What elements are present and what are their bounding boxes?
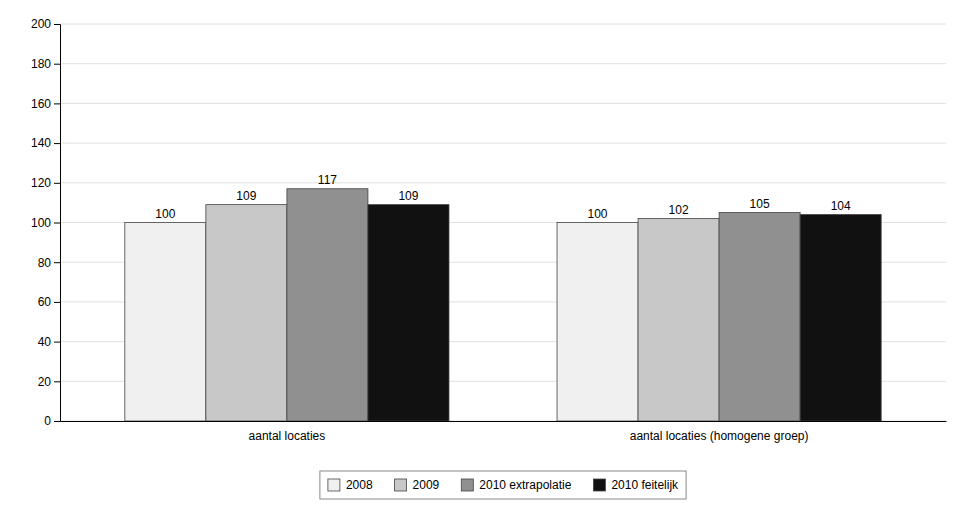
tick-label: 200 xyxy=(31,17,51,31)
tick-mark xyxy=(54,381,60,382)
grid xyxy=(60,24,946,421)
tick-mark xyxy=(54,342,60,343)
bars xyxy=(125,189,881,421)
bar xyxy=(638,219,719,421)
tick: 20 xyxy=(38,375,60,389)
tick-label: 160 xyxy=(31,97,51,111)
data-label: 104 xyxy=(831,199,851,213)
bar xyxy=(206,205,287,421)
axis-line xyxy=(54,25,61,422)
tick: 40 xyxy=(38,335,60,349)
legend-swatch xyxy=(328,479,340,491)
bar xyxy=(719,213,800,421)
x-axis: aantal locaties aantal locaties (homogene… xyxy=(61,422,947,443)
tick-label: 20 xyxy=(38,375,52,389)
grid-line xyxy=(60,182,946,183)
legend: 2008 2009 2010 extrapolatie 2010 feitelijk xyxy=(320,471,686,499)
tick-label: 60 xyxy=(38,295,52,309)
tick-mark xyxy=(54,223,60,224)
data-labels: 100 100 109 102 117 105 109 104 xyxy=(155,173,851,221)
tick: 160 xyxy=(31,97,60,111)
tick-label: 100 xyxy=(31,216,51,230)
legend-swatch xyxy=(395,479,407,491)
bar xyxy=(800,215,881,421)
data-label: 109 xyxy=(236,189,256,203)
data-label: 105 xyxy=(750,197,770,211)
tick-label: aantal locaties xyxy=(249,429,326,443)
tick: 120 xyxy=(31,176,60,190)
tick-label: 0 xyxy=(44,414,51,428)
bar xyxy=(368,205,449,421)
legend-swatch xyxy=(461,479,473,491)
legend-swatch xyxy=(593,479,605,491)
legend-label: 2009 xyxy=(413,478,440,492)
tick-label: aantal locaties (homogene groep) xyxy=(630,429,809,443)
tick-mark xyxy=(54,143,60,144)
data-label: 102 xyxy=(669,203,689,217)
grid-line xyxy=(60,24,946,25)
tick: 140 xyxy=(31,136,60,150)
tick-label: 140 xyxy=(31,136,51,150)
data-label: 100 xyxy=(155,207,175,221)
tick-label: 120 xyxy=(31,176,51,190)
tick: 80 xyxy=(38,256,60,270)
bar xyxy=(557,223,638,422)
bar xyxy=(287,189,368,421)
tick: 180 xyxy=(31,57,60,71)
grid-line xyxy=(60,143,946,144)
plot: 100 100 109 102 117 105 109 104 0 20 40 60 80 100 120 1… xyxy=(31,17,947,442)
y-axis: 0 20 40 60 80 100 120 140 160 180 200 xyxy=(31,17,61,428)
tick-label: 40 xyxy=(38,335,52,349)
tick: 0 xyxy=(44,414,60,428)
tick-mark xyxy=(54,421,60,422)
tick-mark xyxy=(54,183,60,184)
tick: 100 xyxy=(31,216,60,230)
legend-label: 2010 extrapolatie xyxy=(479,478,571,492)
chart: 100 100 109 102 117 105 109 104 0 20 40 60 80 100 120 1… xyxy=(0,0,976,531)
tick-mark xyxy=(54,302,60,303)
axis-line xyxy=(61,421,947,422)
tick-mark xyxy=(54,262,60,263)
tick-label: 80 xyxy=(38,256,52,270)
data-label: 117 xyxy=(318,173,337,187)
grid-line xyxy=(60,63,946,64)
legend-label: 2008 xyxy=(346,478,373,492)
tick: 200 xyxy=(31,17,60,31)
tick-mark xyxy=(54,103,60,104)
data-label: 100 xyxy=(588,207,608,221)
tick-mark xyxy=(54,24,60,25)
tick-mark xyxy=(54,64,60,65)
legend-box xyxy=(320,471,686,499)
tick-label: 180 xyxy=(31,57,51,71)
bar xyxy=(125,223,206,422)
data-label: 109 xyxy=(398,189,418,203)
grid-line xyxy=(60,103,946,104)
tick: aantal locaties xyxy=(249,429,326,443)
legend-label: 2010 feitelijk xyxy=(611,478,679,492)
tick: 60 xyxy=(38,295,60,309)
tick: aantal locaties (homogene groep) xyxy=(630,429,809,443)
